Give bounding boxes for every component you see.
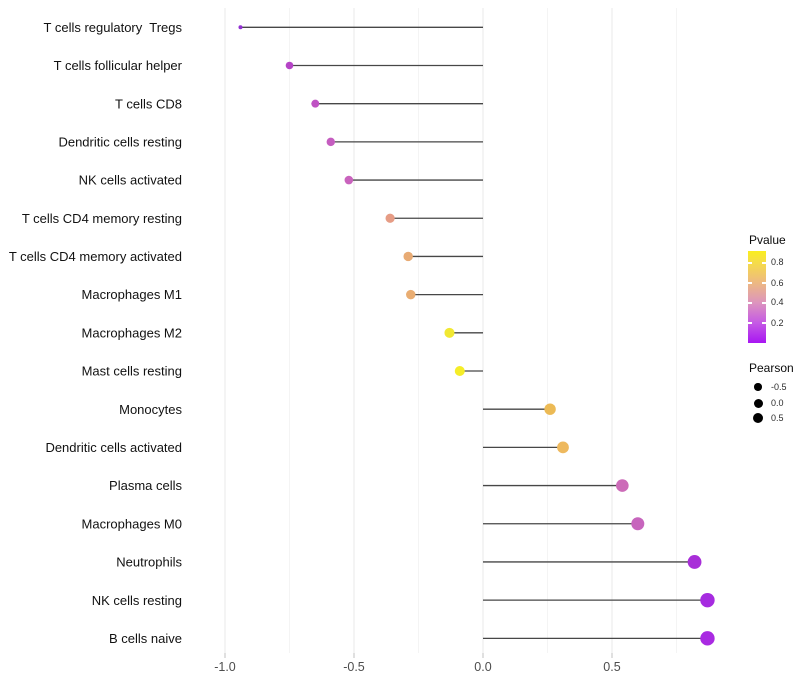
x-axis-tick-label: 0.0 xyxy=(474,660,491,674)
lollipop-dot xyxy=(311,99,320,108)
lollipop-dot xyxy=(406,289,416,300)
lollipop-dot xyxy=(700,592,715,608)
lollipop-dot xyxy=(687,555,702,569)
lollipop-dot xyxy=(403,251,413,262)
colorbar-tick-dash xyxy=(762,262,766,264)
lollipop-dot xyxy=(238,25,243,30)
lollipop-dot xyxy=(700,631,715,646)
y-axis-label: T cells regulatory Tregs xyxy=(44,20,183,35)
colorbar-tick-dash xyxy=(748,302,752,304)
lollipop-dot xyxy=(557,441,569,454)
x-axis-tick-label: 0.5 xyxy=(603,660,620,674)
lollipop-dot xyxy=(285,61,294,70)
lollipop-dot xyxy=(616,479,629,492)
pvalue-tick-label: 0.6 xyxy=(771,277,784,288)
colorbar-tick-dash xyxy=(748,322,752,324)
lollipop-dot xyxy=(385,213,395,223)
pvalue-tick-label: 0.4 xyxy=(771,297,784,308)
y-axis-label: NK cells activated xyxy=(79,173,182,188)
y-axis-label: Dendritic cells resting xyxy=(58,134,182,149)
lollipop-dot xyxy=(326,137,335,147)
y-axis-label: Monocytes xyxy=(119,402,182,417)
pearson-size-dot xyxy=(752,412,764,424)
y-axis-label: T cells CD4 memory resting xyxy=(22,211,182,226)
y-axis-label: B cells naive xyxy=(109,631,182,646)
y-axis-label: NK cells resting xyxy=(92,593,182,608)
pvalue-legend-title: Pvalue xyxy=(749,233,786,247)
colorbar-tick-dash xyxy=(762,282,766,284)
lollipop-dot xyxy=(344,175,354,185)
x-axis-tick-label: -0.5 xyxy=(343,660,365,674)
pvalue-gradient-bar xyxy=(748,251,766,343)
y-axis-label: T cells CD4 memory activated xyxy=(9,249,182,264)
colorbar-tick-dash xyxy=(748,262,752,264)
pearson-size-dot xyxy=(753,398,763,408)
y-axis-label: Neutrophils xyxy=(116,555,182,570)
y-axis-label: Macrophages M0 xyxy=(82,516,182,531)
pearson-size-dot xyxy=(754,383,762,391)
pearson-size-label: -0.5 xyxy=(771,381,787,392)
pvalue-tick-label: 0.8 xyxy=(771,257,784,268)
colorbar-tick-dash xyxy=(748,282,752,284)
y-axis-label: Dendritic cells activated xyxy=(45,440,182,455)
colorbar-tick-dash xyxy=(762,302,766,304)
lollipop-dot xyxy=(454,366,465,377)
pearson-size-label: 0.0 xyxy=(771,397,784,408)
colorbar-tick-dash xyxy=(762,322,766,324)
x-axis-tick-label: -1.0 xyxy=(214,660,236,674)
y-axis-label: Mast cells resting xyxy=(82,364,182,379)
y-axis-label: Macrophages M2 xyxy=(82,325,182,340)
y-axis-label: T cells follicular helper xyxy=(54,58,183,73)
pearson-legend-title: Pearson xyxy=(749,361,794,375)
y-axis-label: Plasma cells xyxy=(109,478,182,493)
pvalue-tick-label: 0.2 xyxy=(771,317,784,328)
pearson-size-label: 0.5 xyxy=(771,412,784,423)
lollipop-dot xyxy=(544,403,556,415)
y-axis-label: T cells CD8 xyxy=(115,96,182,111)
y-axis-label: Macrophages M1 xyxy=(82,287,182,302)
lollipop-dot xyxy=(631,517,645,531)
lollipop-dot xyxy=(444,327,455,338)
